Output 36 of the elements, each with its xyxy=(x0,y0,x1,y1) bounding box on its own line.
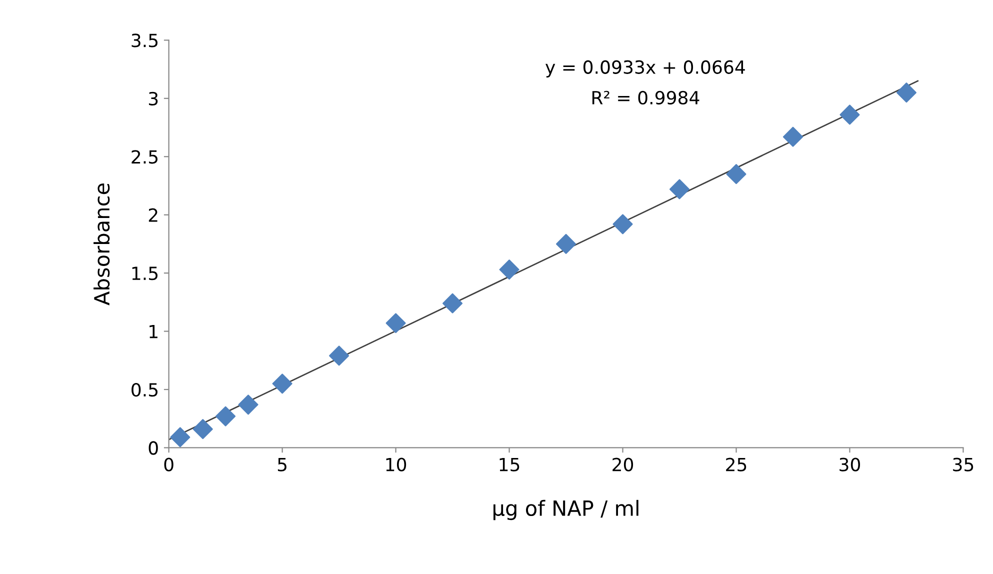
y-axis-title: Absorbance xyxy=(94,184,110,306)
y-tick-label: 0 xyxy=(148,441,158,455)
x-axis-title: µg of NAP / ml xyxy=(494,500,638,520)
point xyxy=(896,82,916,103)
point xyxy=(669,179,690,200)
x-tick-label: 20 xyxy=(612,458,634,472)
x-tick-label: 15 xyxy=(500,458,520,472)
point xyxy=(238,394,258,415)
point xyxy=(170,427,190,448)
point xyxy=(442,293,463,314)
y-tick-label: 2 xyxy=(148,208,158,222)
annotation: R² = 0.9984 xyxy=(592,90,700,105)
x-tick-label: 35 xyxy=(953,458,974,472)
point xyxy=(272,374,292,394)
point xyxy=(726,164,746,184)
point xyxy=(216,406,236,426)
x-tick-label: 10 xyxy=(386,458,406,472)
y-tick-label: 3.5 xyxy=(132,34,158,48)
y-tick-label: 3 xyxy=(148,92,158,106)
x-tick-label: 30 xyxy=(840,458,860,472)
point xyxy=(840,104,860,125)
point xyxy=(329,346,350,366)
annotation: y = 0.0933x + 0.0664 xyxy=(546,60,745,78)
point xyxy=(499,260,520,280)
point xyxy=(386,313,406,334)
y-tick-label: 1.5 xyxy=(132,266,158,280)
y-tick-label: 1 xyxy=(150,324,158,338)
x-tick-label: 5 xyxy=(278,458,286,472)
point xyxy=(192,419,213,440)
x-tick-label: 0 xyxy=(164,458,174,472)
point xyxy=(556,234,576,254)
x-tick-label: 25 xyxy=(726,458,746,472)
y-tick-label: 2.5 xyxy=(132,150,158,164)
point xyxy=(612,214,633,234)
point xyxy=(782,126,803,147)
y-tick-label: 0.5 xyxy=(132,382,158,397)
